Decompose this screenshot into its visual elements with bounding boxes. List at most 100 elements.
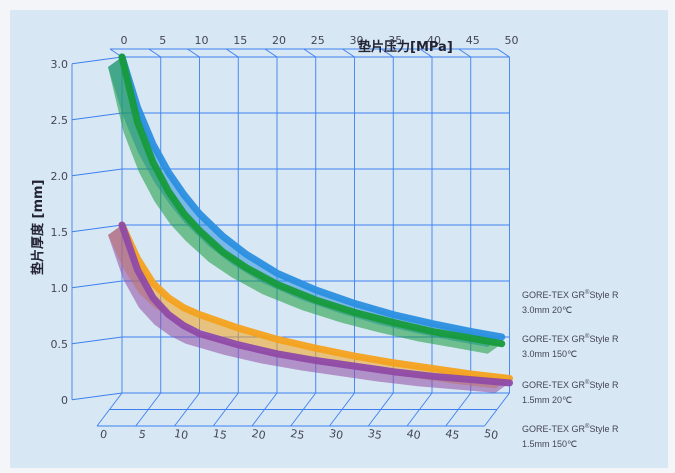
series-point: [136, 121, 138, 123]
grid-line-side: [71, 336, 123, 345]
grid-line-side: [71, 224, 123, 233]
series-point: [237, 327, 239, 329]
series-point: [470, 330, 472, 332]
series-point: [508, 377, 510, 379]
series-point: [222, 251, 224, 253]
y-tick-label: 0: [61, 394, 68, 407]
x-tick-label-bottom: 20: [251, 427, 267, 442]
grid-line-top: [342, 48, 355, 58]
series-point: [237, 344, 239, 346]
y-tick-label: 3.0: [51, 58, 69, 71]
series-point: [501, 343, 503, 345]
series-line: [118, 53, 506, 348]
legend-item: GORE-TEX GR®Style R 1.5mm 150℃: [522, 424, 619, 449]
series-point: [152, 282, 154, 284]
grid-line-top: [226, 48, 239, 58]
series-point: [245, 266, 247, 268]
x-tick-label-bottom: 10: [173, 427, 189, 442]
series-point: [501, 336, 503, 338]
series-point: [508, 382, 510, 384]
x-tick-label-top: 50: [505, 34, 519, 47]
series-point: [167, 171, 169, 173]
series-point: [222, 235, 224, 237]
x-tick-label-bottom: 0: [99, 428, 108, 442]
series-point: [183, 307, 185, 309]
series-point: [167, 190, 169, 192]
series-point: [431, 330, 433, 332]
series-line: [118, 221, 513, 387]
y-tick-label: 1.0: [51, 282, 69, 295]
series-point: [245, 253, 247, 255]
series-point: [315, 289, 317, 291]
series-point: [470, 337, 472, 339]
series-point: [353, 302, 355, 304]
grid-line-side: [71, 168, 123, 177]
series-point: [198, 332, 200, 334]
series-point: [315, 347, 317, 349]
legend-item: GORE-TEX GR®Style R 3.0mm 150℃: [522, 334, 619, 359]
series-point: [198, 313, 200, 315]
series-line: [118, 221, 513, 382]
series-point: [198, 213, 200, 215]
series-point: [183, 213, 185, 215]
series-point: [315, 359, 317, 361]
x-tick-label-bottom: 50: [483, 427, 499, 442]
series-point: [431, 367, 433, 369]
series-point: [183, 194, 185, 196]
series-point: [136, 269, 138, 271]
series-point: [121, 56, 123, 58]
y-tick-label: 2.0: [51, 170, 69, 183]
series-point: [470, 378, 472, 380]
series-point: [470, 373, 472, 375]
grid-line-side: [71, 56, 123, 65]
grid-line-top: [419, 48, 433, 58]
x-tick-label-top: 40: [427, 34, 441, 47]
series-ribbon: [108, 225, 510, 389]
x-tick-label-top: 5: [159, 34, 166, 47]
series-point: [167, 297, 169, 299]
series-point: [198, 229, 200, 231]
series-point: [353, 365, 355, 367]
series-point: [152, 161, 154, 163]
y-tick-label: 0.5: [51, 338, 69, 351]
series-point: [431, 375, 433, 377]
grid-line-top: [497, 48, 510, 58]
x-tick-label-top: 45: [466, 34, 480, 47]
y-axis-title: 垫片厚度 [mm]: [30, 179, 46, 275]
series-point: [392, 371, 394, 373]
series-point: [276, 283, 278, 285]
grid-line-side: [71, 392, 123, 401]
series-point: [276, 353, 278, 355]
grid-line-top: [458, 48, 471, 58]
series-point: [276, 272, 278, 274]
grid-line-top: [303, 48, 316, 58]
grid-line-top: [148, 48, 161, 58]
x-tick-label-top: 10: [195, 34, 209, 47]
legend-item: GORE-TEX GR®Style R 1.5mm 20℃: [522, 380, 619, 405]
series-point: [315, 299, 317, 301]
x-tick-label-bottom: 35: [367, 427, 383, 442]
series-point: [167, 313, 169, 315]
x-tick-label-bottom: 5: [138, 428, 147, 442]
x-tick-label-top: 30: [350, 34, 364, 47]
series-point: [353, 355, 355, 357]
x-tick-label-top: 15: [233, 34, 247, 47]
series-point: [183, 325, 185, 327]
x-tick-label-top: 35: [388, 34, 402, 47]
x-axis-title: 垫片压力[MPa]: [358, 39, 453, 55]
series-point: [353, 311, 355, 313]
grid-line-top: [264, 48, 278, 58]
grid-line-side: [71, 112, 123, 121]
x-tick-label-bottom: 40: [406, 427, 422, 442]
series-line: [118, 53, 506, 341]
legend-item: GORE-TEX GR®Style R 3.0mm 20℃: [522, 290, 619, 315]
grid-line-top: [187, 48, 200, 58]
series-point: [152, 143, 154, 145]
series-point: [431, 322, 433, 324]
series-point: [276, 338, 278, 340]
x-tick-label-top: 25: [311, 34, 325, 47]
x-tick-label-top: 20: [272, 34, 286, 47]
x-tick-label-bottom: 30: [328, 427, 344, 442]
